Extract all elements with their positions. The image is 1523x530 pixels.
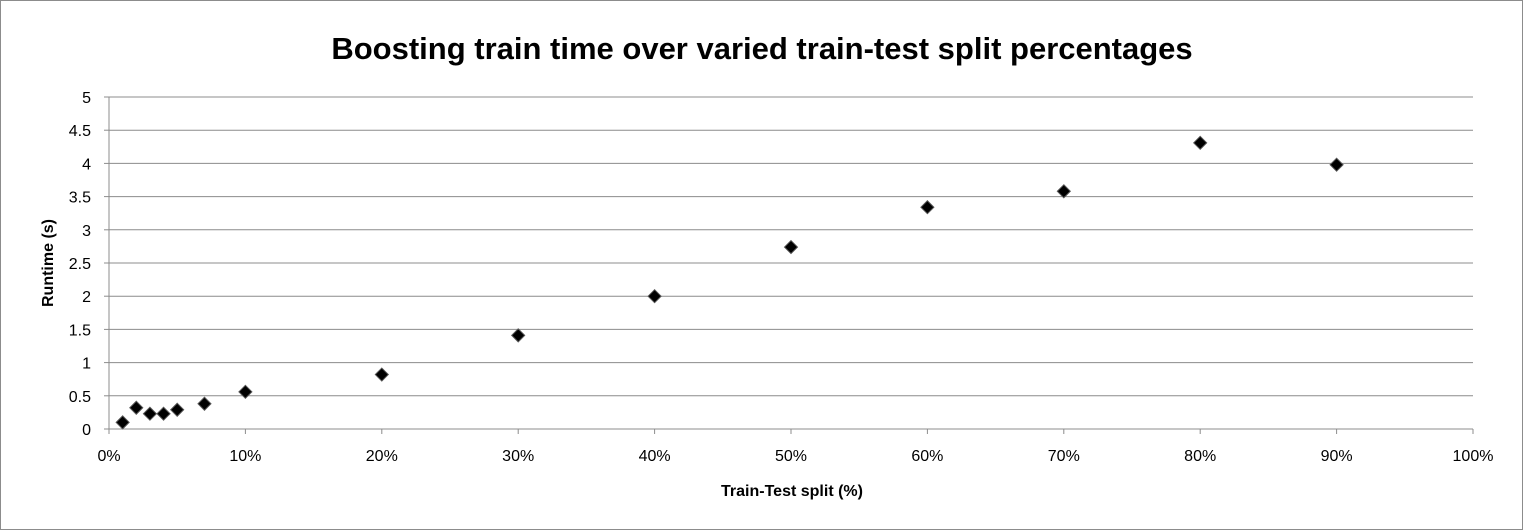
data-point-diamond bbox=[510, 328, 526, 343]
x-tick-label: 20% bbox=[366, 448, 398, 465]
x-tick-label: 30% bbox=[502, 448, 534, 465]
data-point-diamond bbox=[156, 406, 171, 421]
y-tick-label: 2 bbox=[82, 289, 91, 306]
data-point-diamond bbox=[374, 367, 390, 382]
gridlines bbox=[109, 96, 1473, 397]
x-axis-title: Train-Test split (%) bbox=[721, 483, 863, 500]
x-tick-label: 60% bbox=[911, 448, 943, 465]
y-tick-label: 0.5 bbox=[69, 389, 91, 406]
y-tick-label: 3.5 bbox=[69, 190, 91, 207]
y-axis-title: Runtime (s) bbox=[40, 219, 57, 307]
x-tick-label: 90% bbox=[1321, 448, 1353, 465]
data-point-diamond bbox=[142, 406, 158, 421]
x-tick-label: 50% bbox=[775, 448, 807, 465]
x-tick-label: 100% bbox=[1453, 448, 1494, 465]
data-point-diamond bbox=[1329, 157, 1344, 172]
data-point-diamond bbox=[115, 415, 130, 430]
x-tick-labels: 0% 10% 20% 30% 40% 50% 60% 70% 80% 90% 100% bbox=[97, 448, 1493, 465]
y-tick-labels: 0 0.5 1 1.5 2 2.5 3 3.5 4 4.5 5 bbox=[69, 90, 91, 439]
data-point-diamond bbox=[1192, 135, 1208, 151]
data-point-diamond bbox=[647, 288, 662, 304]
data-point-diamond bbox=[169, 402, 185, 417]
x-tick-label: 10% bbox=[229, 448, 261, 465]
y-tick-label: 2.5 bbox=[69, 256, 91, 273]
data-point-diamond bbox=[1056, 184, 1072, 199]
data-point-diamond bbox=[238, 384, 253, 400]
y-tick-label: 0 bbox=[82, 422, 91, 439]
data-point-diamond bbox=[197, 396, 212, 411]
y-tick-label: 3 bbox=[82, 223, 91, 240]
data-point-diamond bbox=[129, 400, 144, 415]
data-point-diamond bbox=[783, 239, 799, 255]
y-tick-label: 4 bbox=[82, 156, 91, 173]
x-tick-label: 80% bbox=[1184, 448, 1216, 465]
y-tick-label: 1 bbox=[82, 356, 91, 373]
y-tick-label: 5 bbox=[82, 90, 91, 107]
x-tick-label: 70% bbox=[1048, 448, 1080, 465]
data-points bbox=[115, 135, 1344, 430]
data-point-diamond bbox=[920, 200, 935, 215]
x-tick-label: 0% bbox=[97, 448, 120, 465]
chart-title: Boosting train time over varied train-te… bbox=[331, 31, 1192, 66]
y-tick-label: 1.5 bbox=[69, 322, 91, 339]
axes bbox=[104, 96, 1474, 434]
y-tick-label: 4.5 bbox=[69, 123, 91, 140]
x-tick-label: 40% bbox=[639, 448, 671, 465]
